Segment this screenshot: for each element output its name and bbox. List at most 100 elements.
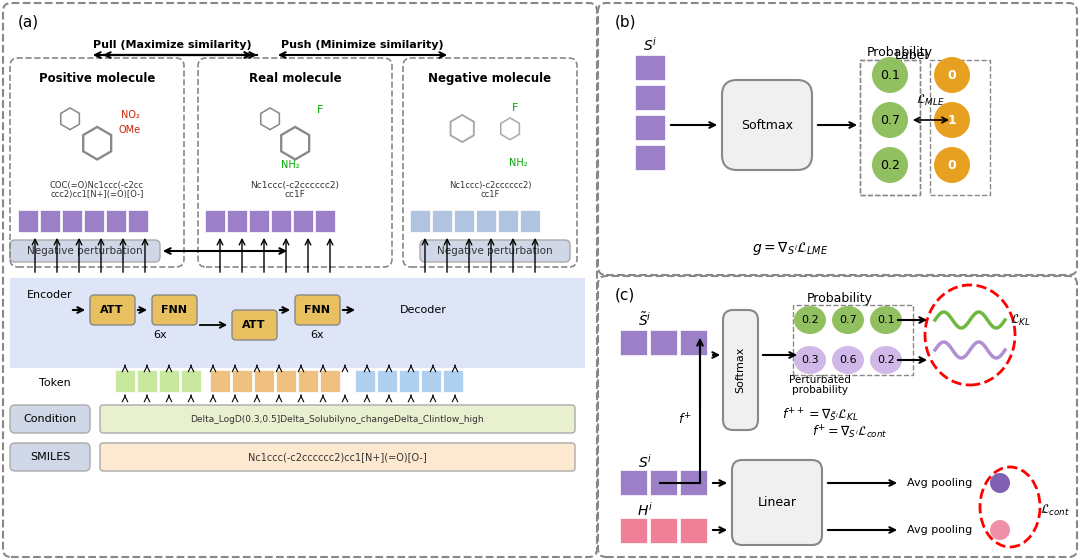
Text: $f^{++} = \nabla_{\tilde{S}^i}\mathcal{L}_{KL}$: $f^{++} = \nabla_{\tilde{S}^i}\mathcal{L… [782, 407, 859, 424]
Text: $\mathcal{L}_{MLE}$: $\mathcal{L}_{MLE}$ [916, 92, 944, 108]
FancyBboxPatch shape [10, 405, 90, 433]
Text: 6x: 6x [153, 330, 166, 340]
Text: Nc1ccc(-c2cccccc2)cc1[N+](=O)[O-]: Nc1ccc(-c2cccccc2)cc1[N+](=O)[O-] [247, 452, 427, 462]
Text: NO₂: NO₂ [121, 110, 139, 120]
Bar [454, 210, 474, 232]
Bar [159, 370, 179, 392]
Bar [210, 370, 230, 392]
Text: $\mathcal{L}_{cont}$: $\mathcal{L}_{cont}$ [1040, 502, 1070, 517]
Text: 0.7: 0.7 [880, 114, 900, 127]
Text: Negative perturbation: Negative perturbation [437, 246, 553, 256]
Text: 0.1: 0.1 [880, 68, 900, 82]
Text: Nc1ccc)-c2cccccc2): Nc1ccc)-c2cccccc2) [449, 180, 531, 189]
Bar [320, 370, 340, 392]
Circle shape [872, 147, 908, 183]
Bar [355, 370, 375, 392]
Bar [129, 210, 148, 232]
Text: FNN: FNN [303, 305, 330, 315]
Bar [249, 210, 269, 232]
Bar [18, 210, 38, 232]
Ellipse shape [794, 306, 826, 334]
Text: (c): (c) [615, 287, 635, 302]
Text: Real molecule: Real molecule [248, 72, 341, 85]
Bar [254, 370, 274, 392]
FancyBboxPatch shape [100, 405, 575, 433]
Text: ⬡: ⬡ [498, 116, 522, 144]
Text: 1: 1 [947, 114, 957, 127]
Bar [421, 370, 441, 392]
Text: $S^i$: $S^i$ [638, 453, 652, 471]
Circle shape [934, 57, 970, 93]
Bar [114, 370, 135, 392]
Bar [315, 210, 335, 232]
Text: ⬡: ⬡ [258, 106, 282, 134]
Ellipse shape [870, 346, 902, 374]
Bar [860, 60, 920, 195]
Text: FNN: FNN [161, 305, 187, 315]
FancyBboxPatch shape [10, 240, 160, 262]
Text: SMILES: SMILES [30, 452, 70, 462]
Bar [650, 330, 677, 355]
Circle shape [990, 473, 1010, 493]
Circle shape [872, 57, 908, 93]
Text: ATT: ATT [100, 305, 124, 315]
Bar [62, 210, 82, 232]
FancyBboxPatch shape [723, 310, 758, 430]
Bar [227, 210, 247, 232]
Bar [432, 210, 453, 232]
Text: Pull (Maximize similarity): Pull (Maximize similarity) [93, 40, 252, 50]
Text: $g = \nabla_{S^i} \mathcal{L}_{LME}$: $g = \nabla_{S^i} \mathcal{L}_{LME}$ [752, 239, 828, 257]
FancyBboxPatch shape [232, 310, 276, 340]
Text: $S^i$: $S^i$ [643, 36, 658, 54]
Bar [205, 210, 225, 232]
Text: $f^{+}$: $f^{+}$ [678, 412, 692, 428]
Bar [680, 470, 707, 495]
Bar [635, 85, 665, 110]
Text: $f^{+} = \nabla_{S^i}\mathcal{L}_{cont}$: $f^{+} = \nabla_{S^i}\mathcal{L}_{cont}$ [812, 423, 888, 441]
Ellipse shape [832, 346, 864, 374]
Text: Nc1ccc(-c2cccccc2): Nc1ccc(-c2cccccc2) [251, 180, 339, 189]
Text: ⬡: ⬡ [447, 113, 477, 147]
Bar [650, 518, 677, 543]
Bar [298, 370, 318, 392]
Text: 0.6: 0.6 [839, 355, 856, 365]
Text: ATT: ATT [242, 320, 266, 330]
Bar [930, 60, 990, 195]
Bar [620, 470, 647, 495]
Text: Probability: Probability [867, 45, 933, 58]
Text: ⬡: ⬡ [79, 124, 116, 166]
Text: $\mathcal{L}_{KL}$: $\mathcal{L}_{KL}$ [1010, 312, 1031, 328]
Bar [10, 278, 585, 368]
Bar [620, 518, 647, 543]
Text: OMe: OMe [119, 125, 141, 135]
Text: 0.2: 0.2 [880, 158, 900, 171]
Bar [635, 55, 665, 80]
Text: Positive molecule: Positive molecule [39, 72, 156, 85]
Bar [137, 370, 157, 392]
Text: F: F [316, 105, 323, 115]
Bar [793, 305, 913, 375]
Bar [635, 145, 665, 170]
Bar [377, 370, 397, 392]
Text: 6x: 6x [310, 330, 324, 340]
Text: Negative molecule: Negative molecule [429, 72, 552, 85]
FancyBboxPatch shape [10, 443, 90, 471]
Text: Linear: Linear [757, 496, 797, 508]
Text: ⬡: ⬡ [58, 106, 82, 134]
Text: ccc2)cc1[N+](=O)[O-]: ccc2)cc1[N+](=O)[O-] [51, 189, 144, 198]
Text: Condition: Condition [24, 414, 77, 424]
Bar [106, 210, 126, 232]
Bar [410, 210, 430, 232]
Text: cc1F: cc1F [284, 189, 306, 198]
Circle shape [934, 147, 970, 183]
Text: 0: 0 [947, 158, 957, 171]
FancyBboxPatch shape [152, 295, 197, 325]
Text: Token: Token [39, 378, 71, 388]
Text: 0.1: 0.1 [877, 315, 895, 325]
Text: 0.2: 0.2 [877, 355, 895, 365]
FancyBboxPatch shape [723, 80, 812, 170]
Bar [443, 370, 463, 392]
Ellipse shape [870, 306, 902, 334]
Ellipse shape [794, 346, 826, 374]
Bar [498, 210, 518, 232]
